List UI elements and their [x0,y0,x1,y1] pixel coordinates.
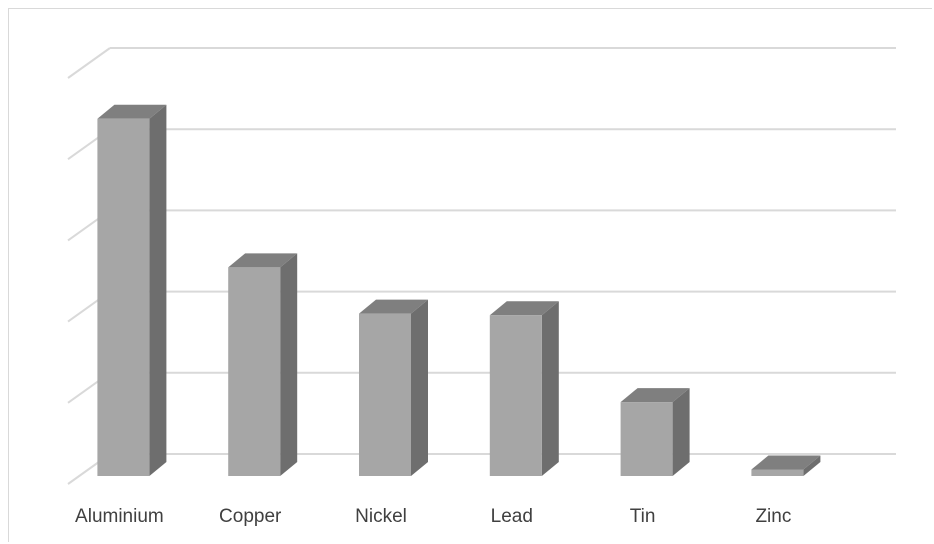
bar-front [359,313,411,476]
bar-top [751,455,821,470]
bar-front [620,402,673,476]
category-label-tin: Tin [630,506,656,527]
bar-tin [620,388,690,476]
bar-top [97,104,167,119]
bar-side [149,104,167,476]
bar-copper [228,253,298,476]
gridlines [67,47,896,485]
bar-nickel [359,299,428,476]
category-label-lead: Lead [491,506,533,527]
bar-front [489,315,542,476]
bar-side [411,299,428,476]
bar-front [97,118,150,476]
bar-side [280,253,298,476]
bar-side [541,301,559,476]
bar-lead [489,301,559,476]
bar-front [228,267,281,476]
bar-side [803,455,821,476]
category-label-aluminium: Aluminium [75,506,164,527]
category-label-copper: Copper [219,506,282,527]
bar-top [489,301,559,316]
bar-top [359,299,428,314]
bar-zinc [751,455,821,476]
bar-top [228,253,298,268]
bars [97,104,821,476]
category-labels: Aluminium Copper Nickel Lead Tin Zinc [75,506,791,527]
bar-aluminium [97,104,167,476]
gridline-side [67,47,111,79]
category-label-nickel: Nickel [355,506,407,527]
bar-side [672,388,690,476]
bar-top [620,388,690,403]
bar-front [751,469,804,476]
category-label-zinc: Zinc [755,506,791,527]
